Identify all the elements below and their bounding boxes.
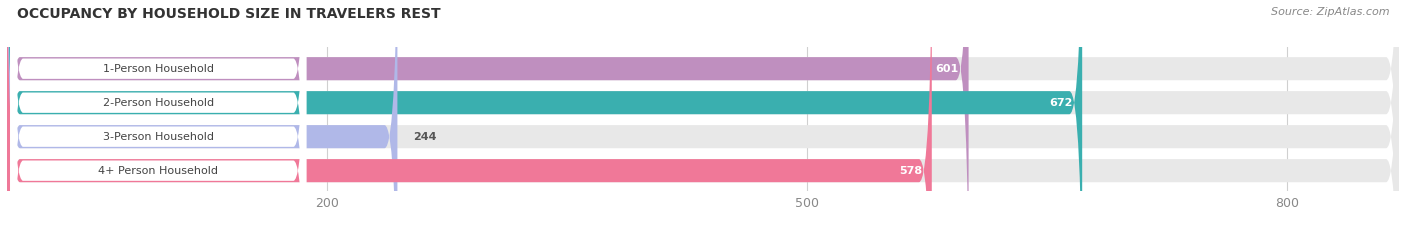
Text: 1-Person Household: 1-Person Household [103,64,214,74]
FancyBboxPatch shape [10,0,307,233]
FancyBboxPatch shape [10,0,307,233]
Text: 578: 578 [898,166,922,176]
FancyBboxPatch shape [10,0,307,233]
Text: 244: 244 [413,132,437,142]
FancyBboxPatch shape [7,0,1399,233]
FancyBboxPatch shape [7,0,398,233]
Text: Source: ZipAtlas.com: Source: ZipAtlas.com [1271,7,1389,17]
Text: OCCUPANCY BY HOUSEHOLD SIZE IN TRAVELERS REST: OCCUPANCY BY HOUSEHOLD SIZE IN TRAVELERS… [17,7,440,21]
Text: 3-Person Household: 3-Person Household [103,132,214,142]
Text: 4+ Person Household: 4+ Person Household [98,166,218,176]
Text: 672: 672 [1049,98,1073,108]
Text: 601: 601 [936,64,959,74]
FancyBboxPatch shape [7,0,1083,233]
FancyBboxPatch shape [7,0,1399,233]
FancyBboxPatch shape [10,0,307,233]
Text: 2-Person Household: 2-Person Household [103,98,214,108]
FancyBboxPatch shape [7,0,1399,233]
FancyBboxPatch shape [7,0,1399,233]
FancyBboxPatch shape [7,0,969,233]
FancyBboxPatch shape [7,0,932,233]
